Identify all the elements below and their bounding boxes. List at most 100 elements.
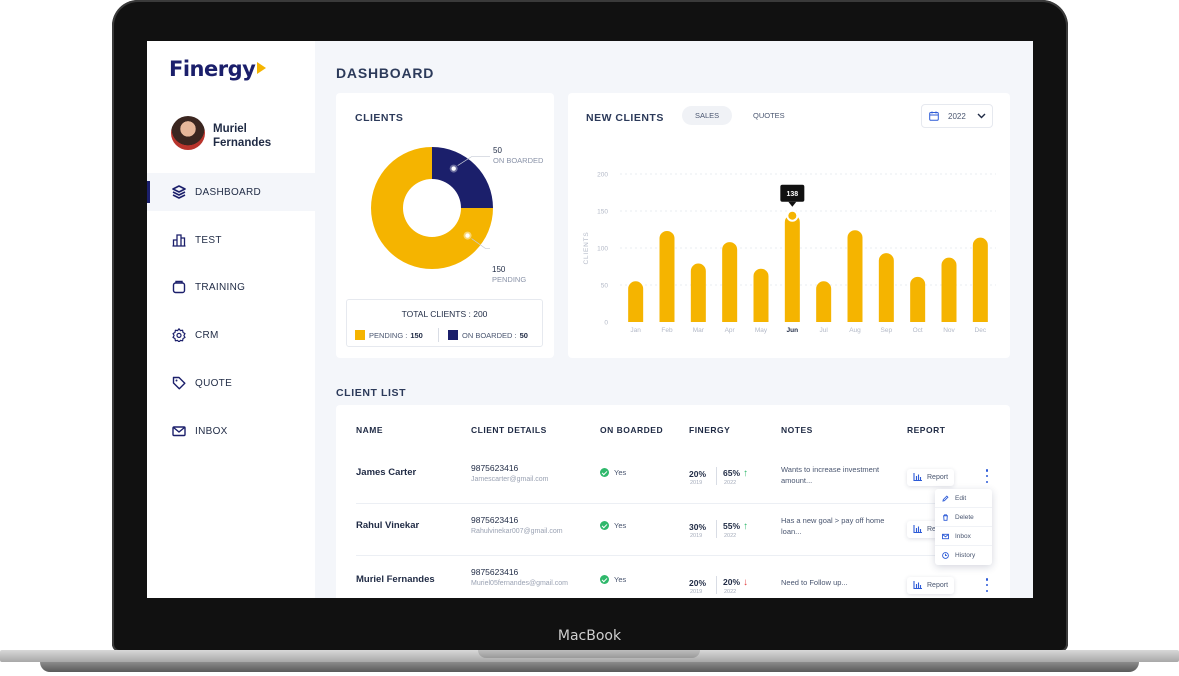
- sidebar-item-quote[interactable]: QUOTE: [147, 364, 315, 402]
- menu-item-history[interactable]: History: [935, 546, 992, 565]
- year-value: 2022: [948, 111, 966, 121]
- new-clients-title: NEW CLIENTS: [586, 112, 664, 124]
- x-tick-label: Oct: [913, 327, 923, 334]
- sidebar-item-label: TRAINING: [195, 281, 246, 293]
- logo[interactable]: Finergy: [169, 57, 267, 81]
- client-list-title: CLIENT LIST: [336, 387, 407, 399]
- table-row[interactable]: James Carter 9875623416 Jamescarter@gmai…: [356, 452, 992, 504]
- x-tick-label: Jan: [630, 327, 641, 334]
- report-chart-icon: [913, 580, 922, 591]
- finergy-after-year: 2022: [724, 589, 737, 595]
- legend-pending: PENDING : 150: [355, 330, 423, 340]
- legend-onboarded-label: ON BOARDED :: [462, 330, 517, 340]
- finergy-divider: [716, 520, 717, 538]
- mail-icon: [171, 423, 187, 439]
- x-tick-label: Feb: [661, 327, 673, 334]
- bar-jul: [816, 281, 832, 322]
- menu-item-label: Delete: [955, 513, 974, 521]
- menu-item-edit[interactable]: Edit: [935, 489, 992, 508]
- sidebar-item-inbox[interactable]: INBOX: [147, 412, 315, 450]
- gear-icon: [171, 327, 187, 343]
- sidebar-item-label: INBOX: [195, 425, 228, 437]
- bar-dec: [972, 237, 988, 322]
- logo-arrow-icon: [257, 62, 267, 74]
- header-report: REPORT: [907, 425, 946, 435]
- sidebar-item-training[interactable]: TRAINING: [147, 268, 315, 306]
- finergy-after-wrap: 65% ↑: [723, 468, 748, 479]
- more-options-icon[interactable]: [984, 578, 990, 592]
- x-tick-label: Apr: [725, 327, 736, 334]
- client-email: Jamescarter@gmail.com: [471, 476, 549, 483]
- header-name: NAME: [356, 425, 384, 435]
- report-label: Rep: [927, 526, 940, 533]
- clients-card-title: CLIENTS: [355, 112, 404, 124]
- bar-may: [753, 268, 769, 322]
- legend-onboarded-value: 50: [519, 330, 528, 340]
- report-button[interactable]: Report: [907, 469, 955, 486]
- check-icon: [600, 468, 609, 477]
- menu-item-delete[interactable]: Delete: [935, 508, 992, 527]
- table-row[interactable]: Rahul Vinekar 9875623416 Rahulvinekar007…: [356, 504, 992, 556]
- layers-icon: [171, 184, 187, 200]
- pending-value: 150: [492, 265, 506, 274]
- bar-feb: [659, 230, 675, 322]
- client-email: Muriel05fernandes@gmail.com: [471, 580, 568, 587]
- y-tick-label: 150: [597, 209, 608, 216]
- report-button[interactable]: Report: [907, 577, 955, 594]
- pencil-icon: [942, 494, 949, 502]
- row-actions-menu: Edit Delete Inbox History: [935, 489, 992, 565]
- client-phone: 9875623416: [471, 515, 519, 525]
- arrow-up-icon: ↑: [743, 468, 749, 479]
- menu-item-label: History: [955, 552, 976, 559]
- arrow-down-icon: ↓: [743, 577, 749, 588]
- more-options-icon[interactable]: [984, 469, 990, 483]
- device-label: MacBook: [557, 628, 622, 644]
- page-title: DASHBOARD: [336, 65, 435, 81]
- new-clients-bar-chart: 0 50 100 150 200 CLIENTS Jan Feb Mar Apr May Jun Jul…: [583, 172, 996, 334]
- menu-item-inbox[interactable]: Inbox: [935, 527, 992, 546]
- y-tick-label: 0: [604, 320, 608, 327]
- year-select[interactable]: 2022: [921, 104, 993, 128]
- finergy-before: 20%: [689, 578, 707, 588]
- onboarded-annotation: 50 ON BOARDED: [493, 146, 543, 166]
- finergy-before-year: 2019: [690, 480, 703, 486]
- arrow-up-icon: ↑: [743, 521, 749, 532]
- clients-summary: TOTAL CLIENTS : 200 PENDING : 150 ON BOA…: [346, 299, 543, 347]
- onboarded-status: Yes: [600, 468, 626, 477]
- clients-card: CLIENTS 50 ON BOARDED 150 PENDING TOTAL CL…: [336, 93, 554, 358]
- sidebar-item-crm[interactable]: CRM: [147, 316, 315, 354]
- sidebar-item-test[interactable]: TEST: [147, 221, 315, 259]
- onboarded-status: Yes: [600, 521, 626, 530]
- finergy-after: 20%: [723, 577, 741, 587]
- tag-icon: [171, 375, 187, 391]
- y-tick-label: 50: [601, 283, 609, 290]
- finergy-after-year: 2022: [724, 533, 737, 539]
- sidebar-item-label: QUOTE: [195, 377, 233, 389]
- donut-slice-pending: [371, 147, 493, 269]
- pending-leader-line: [471, 238, 490, 249]
- tab-quotes[interactable]: QUOTES: [753, 111, 785, 120]
- check-icon: [600, 521, 609, 530]
- header-finergy: FINERGY: [689, 425, 731, 435]
- report-label: Report: [927, 474, 949, 481]
- finergy-divider: [716, 467, 717, 485]
- finergy-after-wrap: 55% ↑: [723, 521, 748, 532]
- bar-aug: [847, 230, 863, 322]
- client-name: Muriel Fernandes: [356, 574, 435, 585]
- client-list-table: NAME CLIENT DETAILS ON BOARDED FINERGY N…: [336, 405, 1010, 598]
- avatar[interactable]: [171, 116, 205, 150]
- table-row[interactable]: Muriel Fernandes 9875623416 Muriel05fern…: [356, 556, 992, 598]
- sidebar-item-dashboard[interactable]: DASHBOARD: [147, 173, 315, 211]
- report-chart-icon: [913, 472, 922, 483]
- bar-apr: [722, 242, 738, 322]
- x-tick-label: Sep: [881, 327, 893, 334]
- report-label: Report: [927, 582, 949, 589]
- folder-icon: [171, 279, 187, 295]
- sidebar-item-label: DASHBOARD: [195, 186, 262, 198]
- tooltip-value: 138: [786, 191, 798, 198]
- onboarded-value: 50: [493, 146, 502, 155]
- legend-pending-value: 150: [410, 330, 423, 340]
- tab-sales[interactable]: SALES: [682, 106, 733, 125]
- onboarded-status: Yes: [600, 575, 626, 584]
- sidebar: Finergy Muriel Fernandes DASHBOARD TEST …: [147, 41, 315, 598]
